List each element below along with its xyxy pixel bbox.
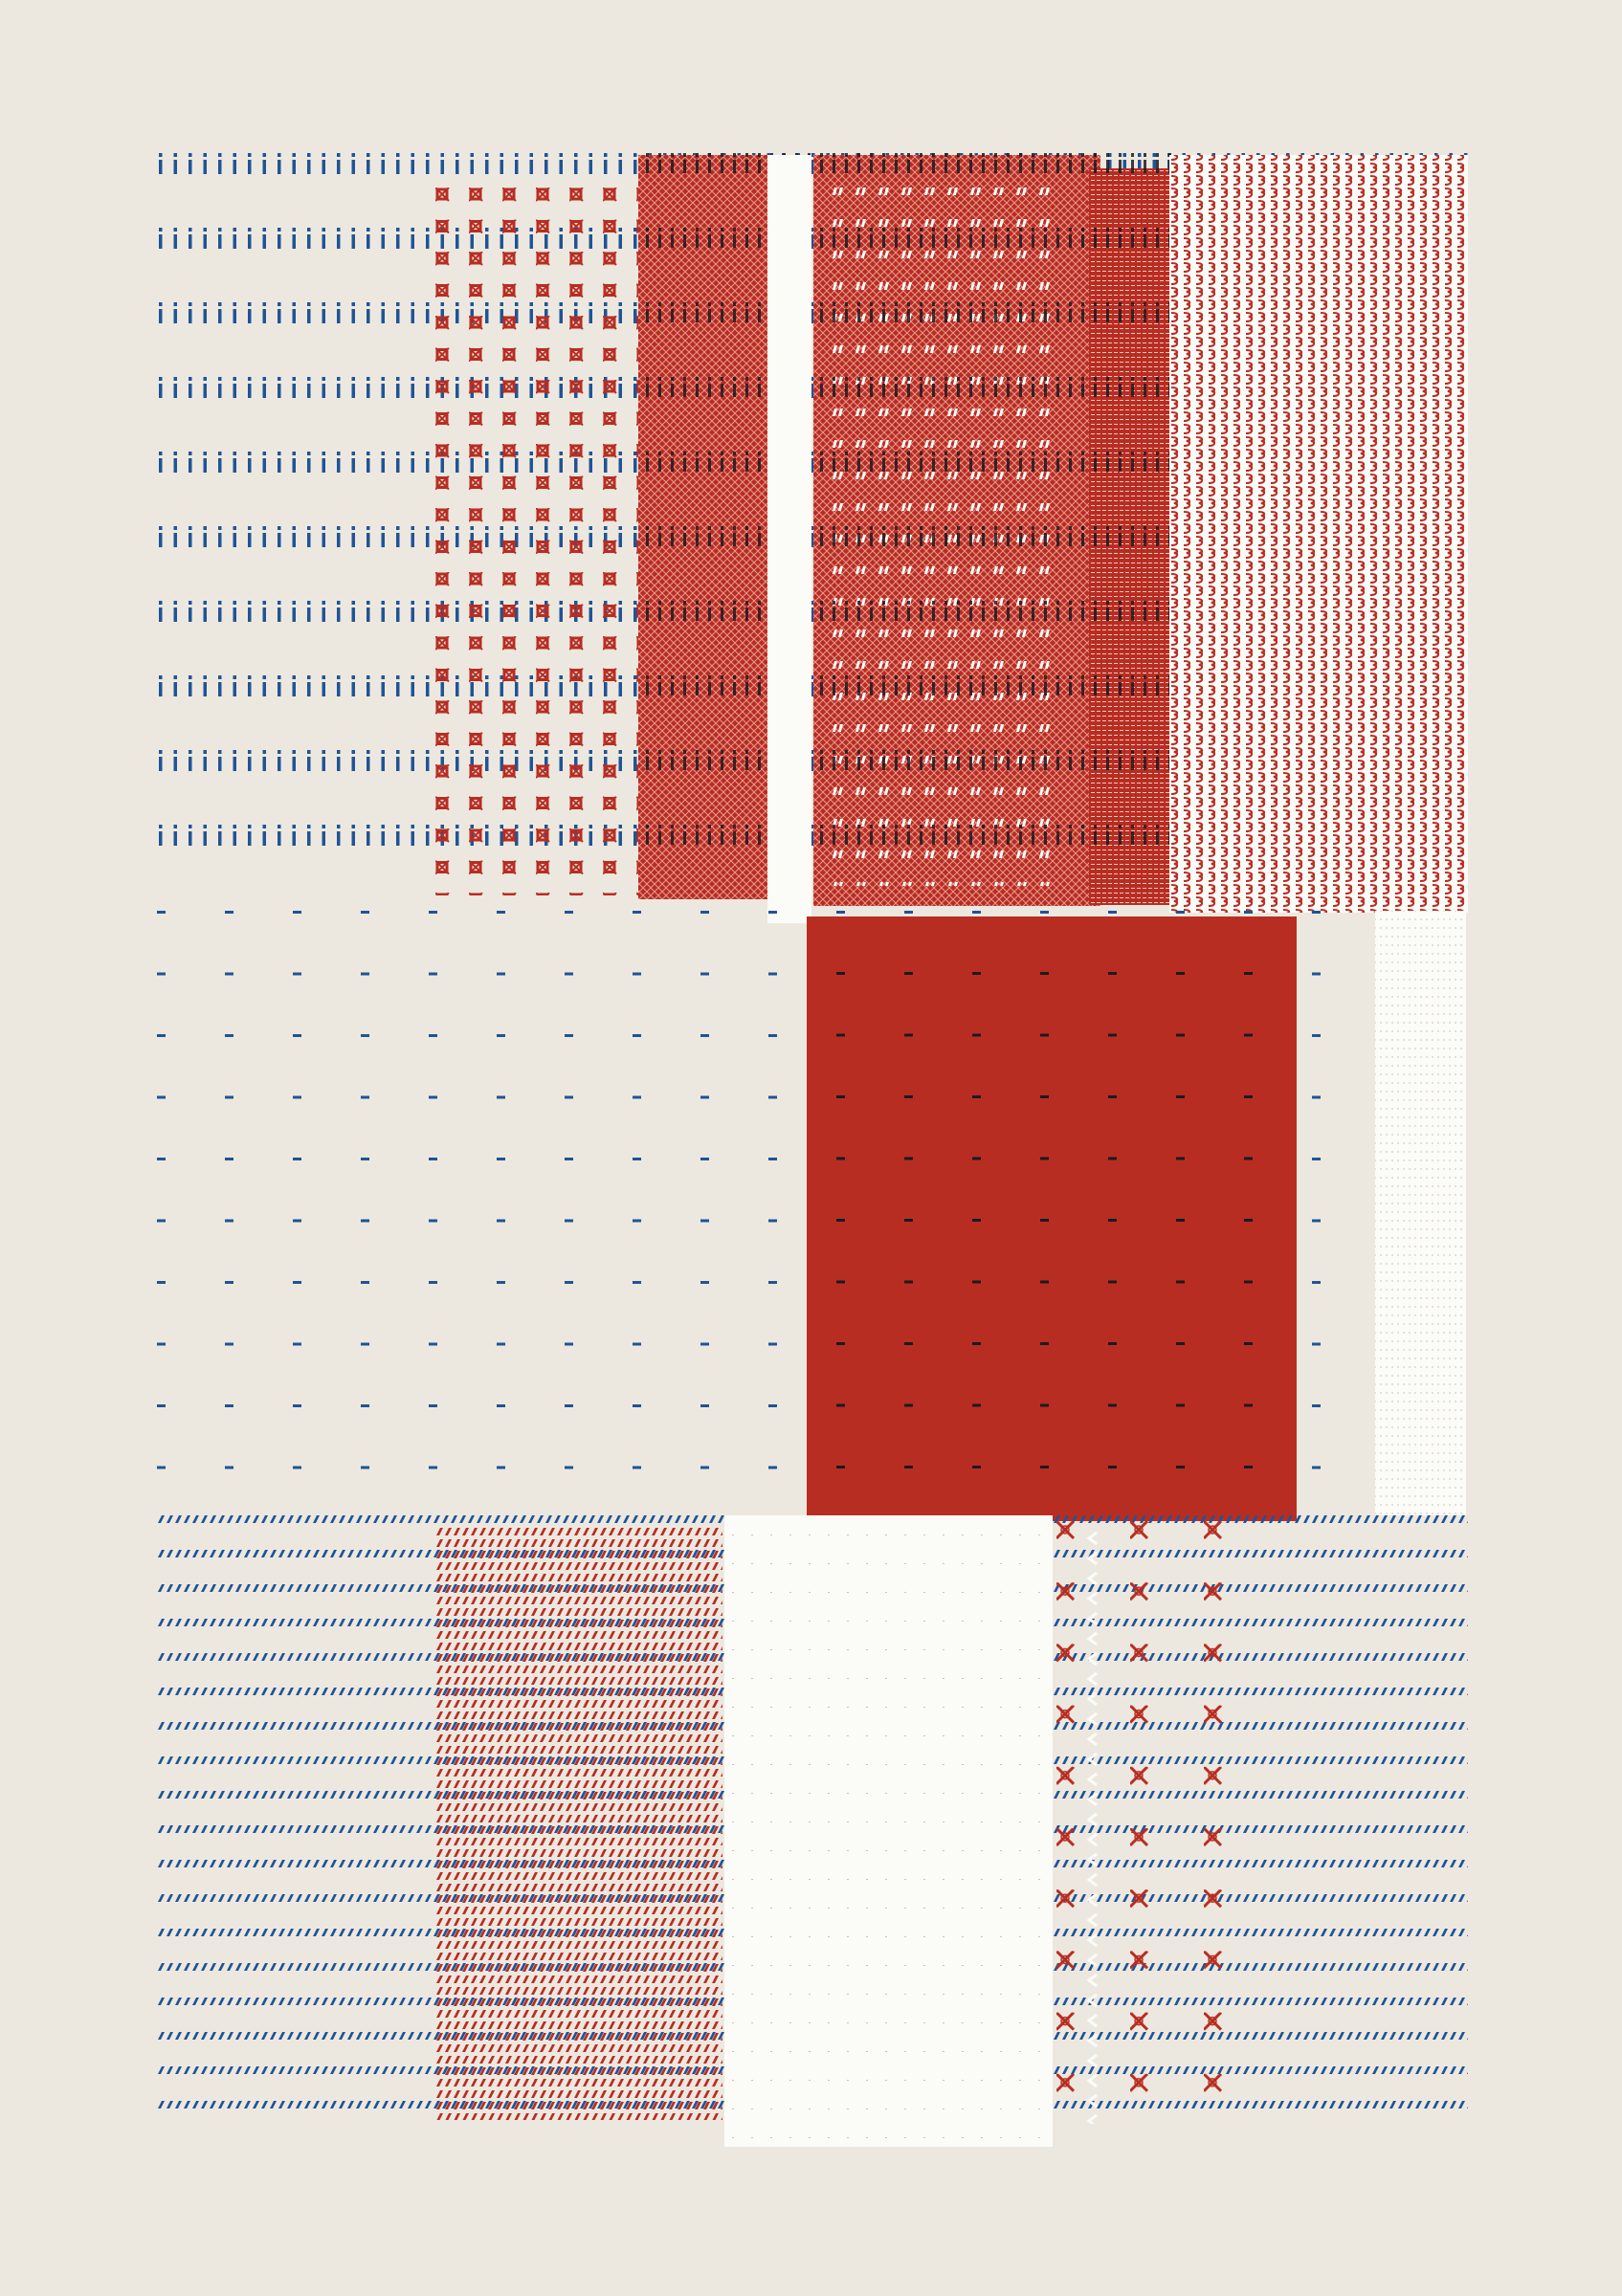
white-block [724,1515,1053,2147]
white-vertical-bar [767,155,811,923]
red-slash-field [435,1527,722,2120]
red-swirl-field [1169,155,1468,913]
white-vertical-strip [1375,911,1466,1515]
dark-i-rows-overlay [638,153,1174,851]
dark-dash-grid-on-red [807,972,1297,1489]
red-star-grid [435,188,646,895]
red-x-grid [1056,1521,1248,2105]
